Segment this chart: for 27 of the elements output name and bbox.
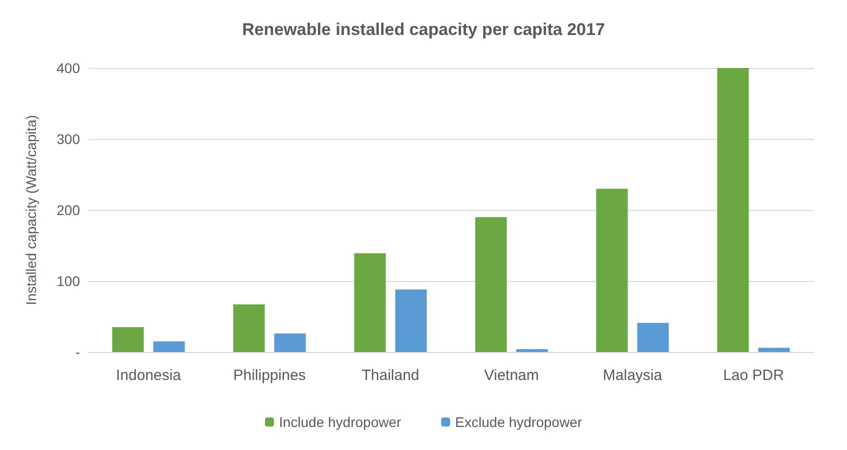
y-tick-label: 400 — [56, 60, 80, 76]
y-axis-title: Installed capacity (Watt/capita) — [23, 114, 39, 306]
bar — [153, 341, 185, 352]
bar — [475, 217, 507, 352]
y-tick-label: - — [75, 344, 80, 360]
x-tick-label: Lao PDR — [723, 367, 784, 384]
x-tick-label: Vietnam — [484, 367, 539, 384]
bar — [274, 334, 306, 352]
bar — [596, 188, 628, 352]
bar — [395, 290, 427, 352]
x-tick-label: Malaysia — [602, 367, 663, 384]
y-tick-label: 100 — [56, 273, 80, 289]
y-tick-label: 200 — [56, 202, 80, 218]
bar — [717, 68, 749, 352]
y-tick-label: 300 — [56, 131, 80, 147]
bar — [637, 322, 669, 352]
bar — [112, 327, 144, 352]
bar — [758, 348, 790, 352]
bar — [233, 304, 265, 352]
bar — [516, 349, 548, 352]
chart-title: Renewable installed capacity per capita 2017 — [242, 20, 605, 39]
legend-label: Exclude hydropower — [455, 414, 582, 430]
x-tick-label: Philippines — [233, 367, 306, 384]
x-tick-label: Indonesia — [116, 367, 182, 384]
bar — [354, 253, 386, 352]
legend-label: Include hydropower — [278, 414, 402, 430]
x-tick-label: Thailand — [362, 367, 420, 384]
